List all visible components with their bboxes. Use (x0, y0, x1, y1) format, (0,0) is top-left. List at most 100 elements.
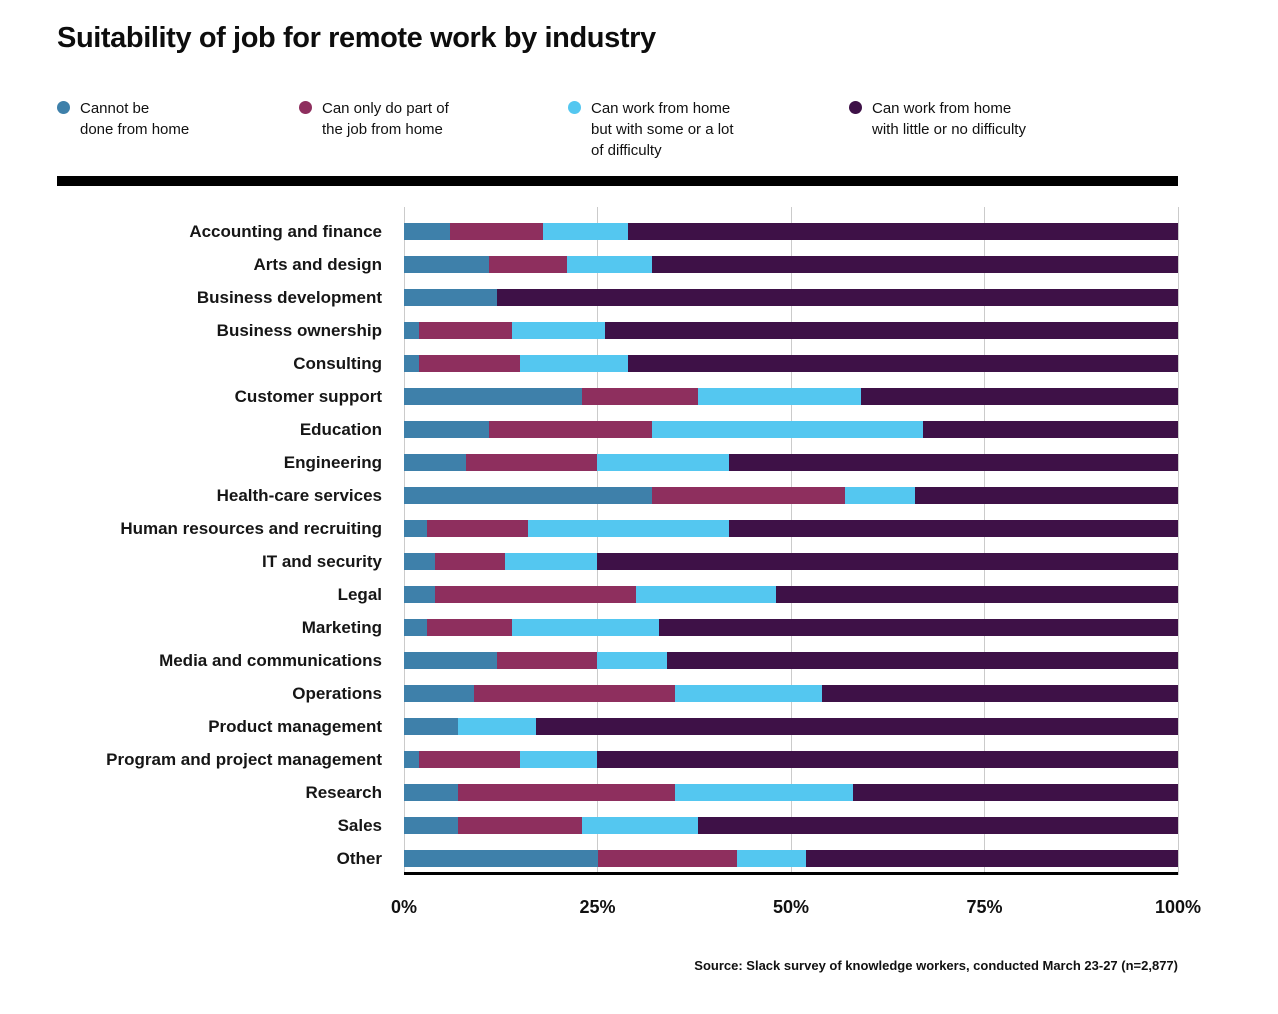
chart-row: Customer support (0, 380, 1278, 413)
bar-segment (605, 322, 1178, 339)
bar-segment (520, 751, 598, 768)
stacked-bar (404, 388, 1178, 405)
stacked-bar (404, 322, 1178, 339)
bar-segment (434, 586, 637, 603)
category-label: Program and project management (106, 749, 382, 769)
bar-segment (582, 817, 699, 834)
x-axis-line (404, 872, 1178, 875)
bar-segment (821, 685, 1178, 702)
bar-segment (404, 586, 435, 603)
bar-segment (698, 817, 1178, 834)
chart-row: Education (0, 413, 1278, 446)
category-label: Product management (208, 716, 382, 736)
stacked-bar (404, 586, 1178, 603)
legend-label: Can work from home with little or no dif… (872, 100, 1026, 138)
category-label: IT and security (262, 551, 382, 571)
bar-segment (458, 718, 536, 735)
legend-swatch-icon (299, 101, 312, 114)
category-label: Customer support (234, 386, 382, 406)
bar-segment (698, 388, 861, 405)
legend-item: Can work from home but with some or a lo… (568, 98, 734, 161)
bar-segment (597, 553, 1178, 570)
chart-row: Media and communications (0, 644, 1278, 677)
bar-segment (628, 355, 1178, 372)
chart-row: Sales (0, 809, 1278, 842)
chart-row: Business ownership (0, 314, 1278, 347)
bar-segment (736, 850, 807, 867)
bar-segment (806, 850, 1178, 867)
bar-segment (651, 421, 923, 438)
legend-swatch-icon (57, 101, 70, 114)
chart-row: Engineering (0, 446, 1278, 479)
chart-row: Accounting and finance (0, 215, 1278, 248)
bar-segment (667, 652, 1178, 669)
category-label: Consulting (293, 353, 382, 373)
bar-segment (566, 256, 652, 273)
bar-segment (636, 586, 776, 603)
category-label: Engineering (283, 452, 382, 472)
chart-row: Business development (0, 281, 1278, 314)
bar-segment (404, 421, 490, 438)
category-label: Health-care services (216, 485, 382, 505)
category-label: Research (305, 782, 382, 802)
top-rule (57, 176, 1178, 186)
bar-segment (496, 652, 598, 669)
chart-row: Legal (0, 578, 1278, 611)
x-axis-tick-label: 25% (579, 897, 616, 917)
bar-segment (674, 784, 853, 801)
bar-segment (729, 454, 1178, 471)
stacked-bar (404, 289, 1178, 306)
gridline (790, 207, 792, 875)
legend-item: Cannot be done from home (57, 98, 189, 140)
legend: Cannot be done from home Can only do part… (0, 98, 1278, 168)
bar-segment (597, 850, 737, 867)
bar-segment (852, 784, 1178, 801)
gridline (597, 207, 598, 875)
bar-segment (597, 652, 668, 669)
bar-segment (496, 289, 1178, 306)
bar-segment (628, 223, 1178, 240)
chart-row: Research (0, 776, 1278, 809)
category-label: Sales (337, 815, 382, 835)
bar-segment (427, 520, 528, 537)
bar-segment (404, 355, 420, 372)
chart-row: Other (0, 842, 1278, 875)
bar-segment (512, 619, 660, 636)
bar-segment (489, 421, 652, 438)
x-axis-tick-label: 50% (772, 897, 810, 917)
bar-segment (465, 454, 598, 471)
category-label: Business development (196, 287, 382, 307)
bar-segment (404, 685, 474, 702)
chart-row: Health-care services (0, 479, 1278, 512)
bar-segment (404, 388, 583, 405)
bar-segment (404, 751, 420, 768)
bar-segment (404, 718, 459, 735)
bar-segment (419, 751, 521, 768)
bar-segment (775, 586, 1178, 603)
gridline (403, 207, 405, 875)
stacked-bar (404, 520, 1178, 537)
category-label: Legal (337, 584, 382, 604)
stacked-bar (404, 718, 1178, 735)
chart-row: Product management (0, 710, 1278, 743)
bar-segment (450, 223, 544, 240)
bar-segment (458, 784, 675, 801)
legend-label: Can work from home but with some or a lo… (591, 100, 734, 159)
bar-segment (434, 553, 505, 570)
bar-segment (404, 520, 428, 537)
stacked-bar (404, 256, 1178, 273)
bar-segment (659, 619, 1178, 636)
bar-segment (504, 553, 598, 570)
bar-segment (419, 355, 521, 372)
stacked-bar (404, 355, 1178, 372)
gridline-area (403, 207, 1179, 875)
chart-row: Human resources and recruiting (0, 512, 1278, 545)
x-axis-tick-label: 75% (966, 897, 1003, 917)
chart-row: Consulting (0, 347, 1278, 380)
stacked-bar (404, 421, 1178, 438)
category-label: Operations (292, 683, 382, 703)
legend-item: Can work from home with little or no dif… (849, 98, 1026, 140)
stacked-bar (404, 784, 1178, 801)
stacked-bar (404, 223, 1178, 240)
stacked-bar (404, 454, 1178, 471)
